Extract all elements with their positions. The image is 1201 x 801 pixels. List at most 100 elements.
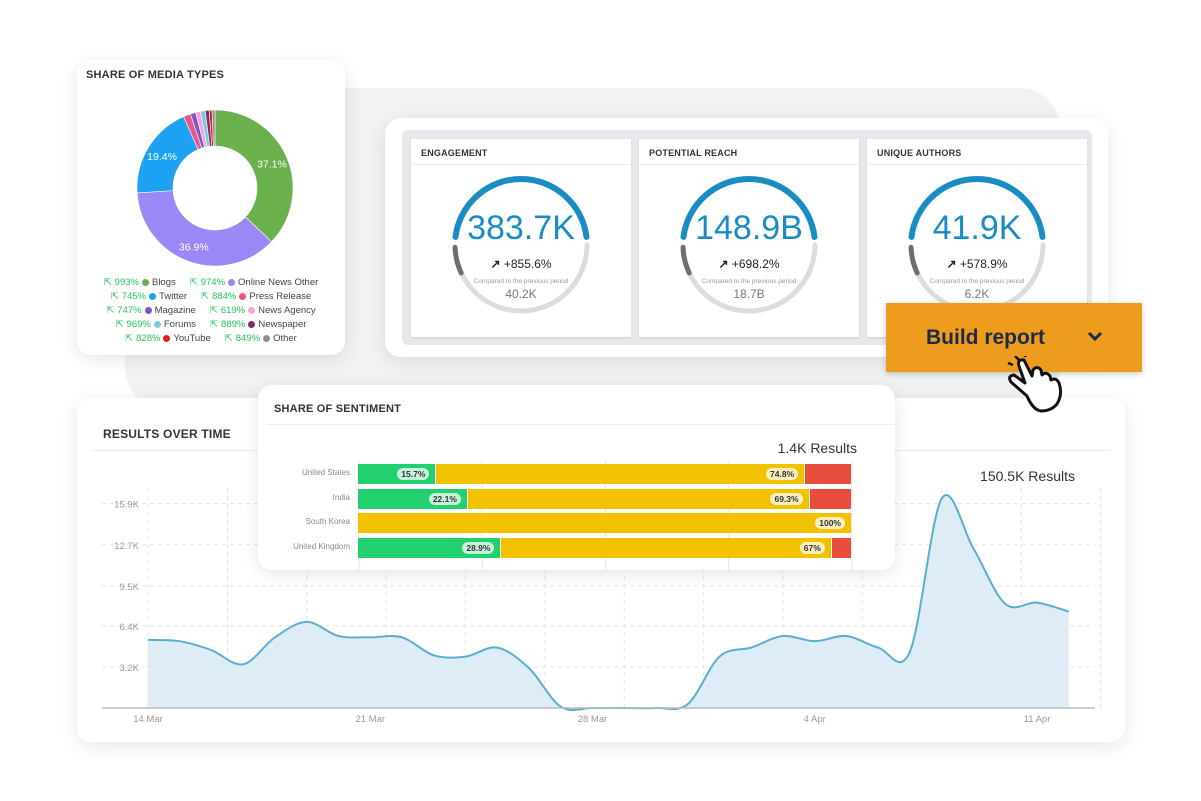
chevron-down-icon: [1087, 331, 1103, 342]
sentiment-row: United Kingdom 28.9% 67%: [258, 537, 858, 558]
neutral-segment[interactable]: 69.3%: [466, 488, 809, 509]
media-legend: ⇱ 993% Blogs ⇱ 974% Online News Other ⇱ 745% Twi…: [77, 275, 345, 345]
kpi-value: 148.9B: [695, 209, 803, 247]
arrow-up-right-icon: ↗: [490, 257, 501, 271]
legend-color-dot: [149, 292, 157, 300]
positive-label: 22.1%: [428, 492, 461, 505]
donut-slice-blogs[interactable]: [214, 109, 294, 243]
x-tick-label: 21 Mar: [355, 714, 385, 725]
legend-row: ⇱ 747% Magazine ⇱ 619% News Agency: [77, 303, 345, 317]
positive-label: 28.9%: [462, 541, 495, 554]
kpi-change-value: +698.2%: [731, 257, 780, 271]
positive-label: 15.7%: [397, 468, 430, 480]
neutral-segment[interactable]: 74.8%: [435, 464, 805, 484]
y-tick-label: 6.4K: [119, 622, 139, 633]
donut-label: 37.1%: [257, 159, 287, 171]
arrow-up-left-icon: ⇱: [201, 290, 210, 302]
legend-item[interactable]: ⇱ 889% Newspaper: [210, 319, 306, 330]
legend-item[interactable]: ⇱ 969% Forums: [116, 319, 196, 330]
legend-item[interactable]: ⇱ 619% News Agency: [210, 305, 316, 316]
sentiment-count: 1.4K Results: [777, 440, 857, 456]
kpi-compare-label: Compared to the previous period: [473, 278, 569, 285]
legend-label: Blogs: [151, 276, 176, 288]
kpi-change: ↗ +698.2%: [639, 257, 859, 271]
donut-label: 19.4%: [147, 151, 177, 163]
sentiment-card: SHARE OF SENTIMENT 1.4K Results United S…: [258, 385, 895, 571]
neutral-label: 67%: [799, 541, 825, 554]
media-donut-chart: 37.1% 36.9% 19.4%: [136, 109, 294, 267]
legend-color-dot: [153, 320, 161, 328]
positive-segment[interactable]: 28.9%: [358, 537, 501, 558]
legend-label: YouTube: [173, 332, 211, 344]
neutral-segment[interactable]: 67%: [500, 537, 831, 558]
kpi-title: UNIQUE AUTHORS: [867, 139, 1087, 165]
legend-label: Newspaper: [258, 318, 307, 330]
arrow-up-left-icon: ⇱: [224, 332, 233, 344]
legend-item[interactable]: ⇱ 974% Online News Other: [190, 277, 319, 288]
legend-color-dot: [163, 334, 171, 342]
y-tick-label: 12.7K: [114, 541, 139, 552]
arrow-up-right-icon: ↗: [718, 257, 729, 271]
kpi-panel: ENGAGEMENT 383.7K ↗ +855.6% Compared to …: [385, 118, 1108, 357]
positive-segment[interactable]: 22.1%: [358, 488, 467, 509]
legend-item[interactable]: ⇱ 884% Press Release: [201, 291, 311, 302]
sentiment-row-label: India: [332, 492, 350, 502]
legend-color-dot: [248, 306, 256, 314]
legend-item[interactable]: ⇱ 993% Blogs: [104, 277, 176, 288]
negative-segment[interactable]: [804, 464, 851, 484]
kpi-compare-label: Compared to the previous period: [701, 278, 797, 285]
kpi-card-potential-reach: POTENTIAL REACH 148.9B ↗ +698.2% Compare…: [639, 139, 859, 337]
sentiment-title: SHARE OF SENTIMENT: [274, 403, 402, 415]
donut-slice-online-news-other[interactable]: [136, 190, 272, 267]
kpi-title: POTENTIAL REACH: [639, 139, 859, 165]
arrow-up-left-icon: ⇱: [115, 318, 124, 330]
legend-change: 828%: [136, 332, 161, 344]
kpi-gauge: [908, 176, 1046, 314]
kpi-previous-value: 6.2K: [964, 287, 990, 301]
media-types-title: SHARE OF MEDIA TYPES: [86, 69, 225, 81]
legend-row: ⇱ 993% Blogs ⇱ 974% Online News Other: [77, 275, 345, 289]
results-count: 150.5K Results: [980, 468, 1075, 484]
legend-item[interactable]: ⇱ 745% Twitter: [111, 291, 187, 302]
kpi-change-value: +578.9%: [959, 257, 1008, 271]
sentiment-row-label: United States: [301, 468, 350, 477]
legend-item[interactable]: ⇱ 849% Other: [225, 333, 297, 344]
kpi-change: ↗ +855.6%: [411, 257, 631, 271]
kpi-card-engagement: ENGAGEMENT 383.7K ↗ +855.6% Compared to …: [411, 139, 631, 337]
build-report-label: Build report: [926, 325, 1045, 349]
legend-change: 969%: [126, 318, 151, 330]
negative-segment[interactable]: [830, 537, 851, 558]
legend-change: 619%: [220, 304, 246, 316]
negative-segment[interactable]: [808, 488, 851, 509]
build-report-button[interactable]: Build report: [886, 303, 1142, 372]
legend-label: Magazine: [154, 304, 196, 316]
y-tick-label: 15.9K: [114, 500, 139, 511]
y-tick-label: 3.2K: [119, 663, 139, 674]
x-tick-label: 28 Mar: [578, 714, 608, 725]
y-tick-label: 9.5K: [119, 582, 139, 593]
area-fill: [148, 495, 1069, 710]
legend-item[interactable]: ⇱ 747% Magazine: [106, 305, 195, 316]
kpi-gauge: [680, 176, 818, 314]
x-tick-label: 14 Mar: [133, 714, 163, 725]
neutral-segment[interactable]: 100%: [358, 513, 851, 533]
legend-label: Twitter: [159, 290, 188, 302]
legend-color-dot: [144, 306, 152, 314]
kpi-compare-label: Compared to the previous period: [929, 278, 1025, 285]
arrow-up-left-icon: ⇱: [106, 304, 115, 316]
legend-color-dot: [239, 292, 247, 300]
positive-segment[interactable]: 15.7%: [358, 464, 436, 484]
donut-slice-other[interactable]: [211, 109, 216, 147]
arrow-up-left-icon: ⇱: [210, 318, 219, 330]
legend-change: 745%: [121, 290, 147, 302]
legend-label: News Agency: [258, 304, 316, 316]
sentiment-row: United States 15.7% 74.8%: [258, 464, 858, 484]
arrow-up-left-icon: ⇱: [110, 290, 119, 302]
sentiment-row-label: United Kingdom: [293, 541, 350, 551]
x-tick-label: 11 Apr: [1024, 714, 1051, 725]
hand-cursor-icon: [1007, 356, 1063, 413]
legend-change: 889%: [221, 318, 246, 330]
arrow-up-left-icon: ⇱: [189, 276, 198, 288]
neutral-label: 74.8%: [766, 468, 799, 480]
legend-item[interactable]: ⇱ 828% YouTube: [125, 333, 211, 344]
